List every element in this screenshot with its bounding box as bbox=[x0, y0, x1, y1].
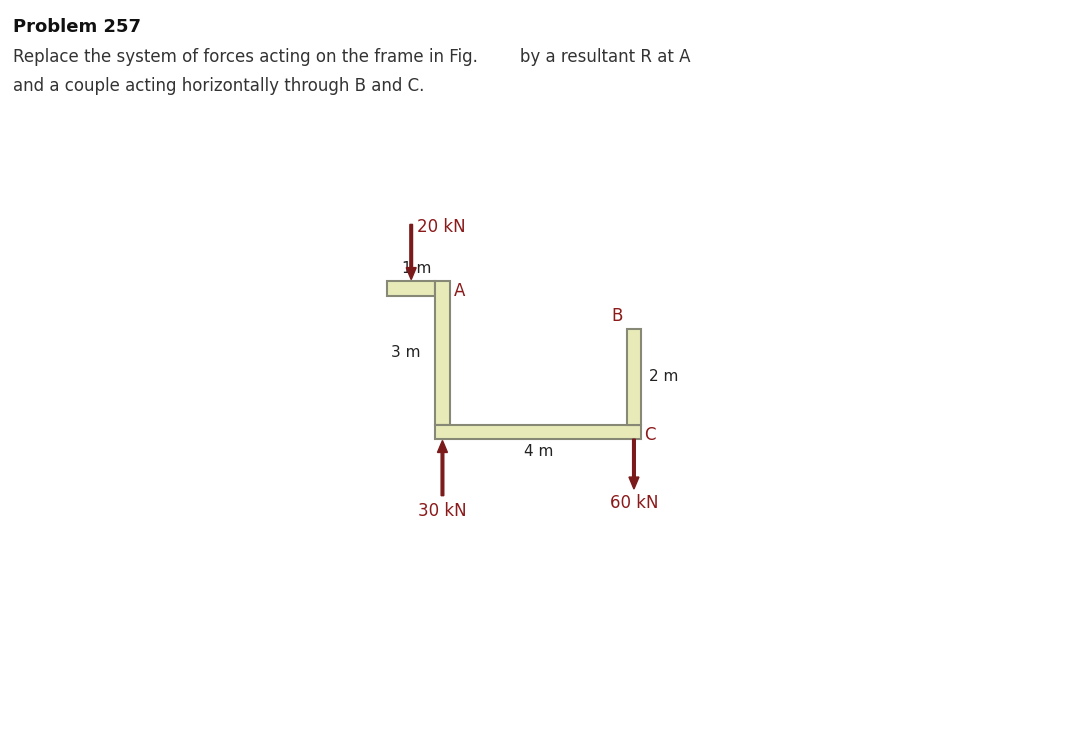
Text: 4 m: 4 m bbox=[524, 445, 553, 459]
Text: 30 kN: 30 kN bbox=[418, 502, 467, 520]
Text: 20 kN: 20 kN bbox=[417, 218, 465, 236]
Text: 60 kN: 60 kN bbox=[610, 494, 658, 512]
Polygon shape bbox=[435, 424, 642, 439]
FancyArrow shape bbox=[437, 440, 447, 495]
Text: Replace the system of forces acting on the frame in Fig.        by a resultant R: Replace the system of forces acting on t… bbox=[13, 48, 690, 66]
Text: Problem 257: Problem 257 bbox=[13, 18, 141, 37]
Text: C: C bbox=[645, 426, 656, 444]
Polygon shape bbox=[626, 329, 642, 424]
FancyArrow shape bbox=[406, 225, 416, 280]
Text: A: A bbox=[454, 283, 465, 300]
Polygon shape bbox=[435, 281, 449, 424]
Text: 1 m: 1 m bbox=[402, 261, 431, 276]
Text: 2 m: 2 m bbox=[649, 369, 678, 384]
Text: and a couple acting horizontally through B and C.: and a couple acting horizontally through… bbox=[13, 77, 424, 95]
Text: B: B bbox=[611, 308, 623, 325]
Polygon shape bbox=[388, 281, 435, 296]
FancyArrow shape bbox=[629, 439, 639, 489]
Text: 3 m: 3 m bbox=[391, 345, 420, 360]
